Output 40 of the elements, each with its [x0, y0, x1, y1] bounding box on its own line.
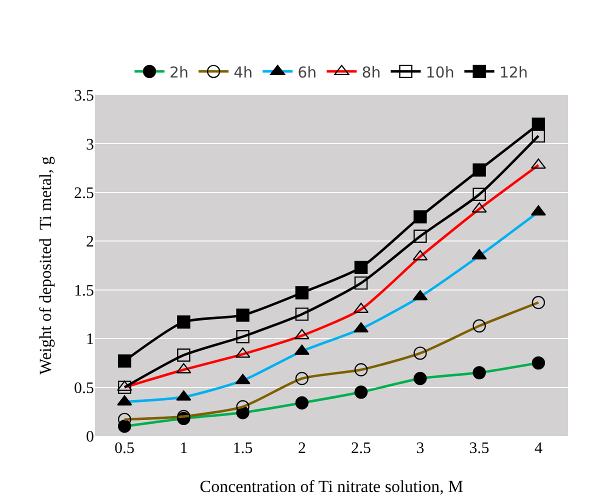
- x-axis-title: Concentration of Ti nitrate solution, M: [200, 477, 464, 496]
- point: [177, 315, 190, 329]
- x-tick-label: 2: [298, 440, 306, 457]
- y-tick-label: 3.5: [74, 88, 94, 105]
- y-tick-label: 0: [86, 428, 94, 446]
- y-tick-label: 1.5: [74, 282, 94, 300]
- point: [177, 348, 190, 362]
- x-tick-label: 1: [180, 440, 188, 457]
- point: [472, 163, 486, 177]
- point: [472, 188, 486, 201]
- point: [236, 330, 250, 344]
- x-tick-label: 2.5: [351, 440, 372, 457]
- legend-label: 2h: [170, 63, 189, 82]
- x-tick-label: 3: [416, 440, 424, 457]
- legend-label: 4h: [234, 63, 253, 82]
- point: [236, 308, 250, 322]
- point: [354, 260, 368, 274]
- point: [354, 276, 368, 290]
- legend-label: 10h: [426, 63, 454, 82]
- point: [414, 210, 427, 224]
- point: [295, 308, 309, 321]
- legend-label: 12h: [499, 63, 528, 82]
- y-tick-label: 0.5: [74, 380, 94, 397]
- x-tick-label: 0.5: [114, 440, 135, 457]
- point: [118, 354, 132, 368]
- y-axis-title: Weight of deposited Ti metal, g: [36, 156, 55, 375]
- legend-label: 6h: [298, 63, 317, 82]
- x-tick-label: 1.5: [232, 440, 253, 457]
- y-tick-label: 3: [86, 136, 94, 154]
- point: [414, 230, 427, 243]
- point: [532, 118, 546, 131]
- x-tick-label: 4: [534, 440, 542, 457]
- y-tick-label: 2.5: [74, 185, 94, 202]
- point: [532, 129, 546, 143]
- point: [295, 286, 309, 300]
- y-tick-label: 2: [86, 234, 94, 251]
- y-tick-label: 1: [86, 331, 94, 348]
- point: [118, 380, 132, 394]
- x-tick-label: 3.5: [469, 440, 490, 457]
- legend-label: 8h: [362, 63, 381, 82]
